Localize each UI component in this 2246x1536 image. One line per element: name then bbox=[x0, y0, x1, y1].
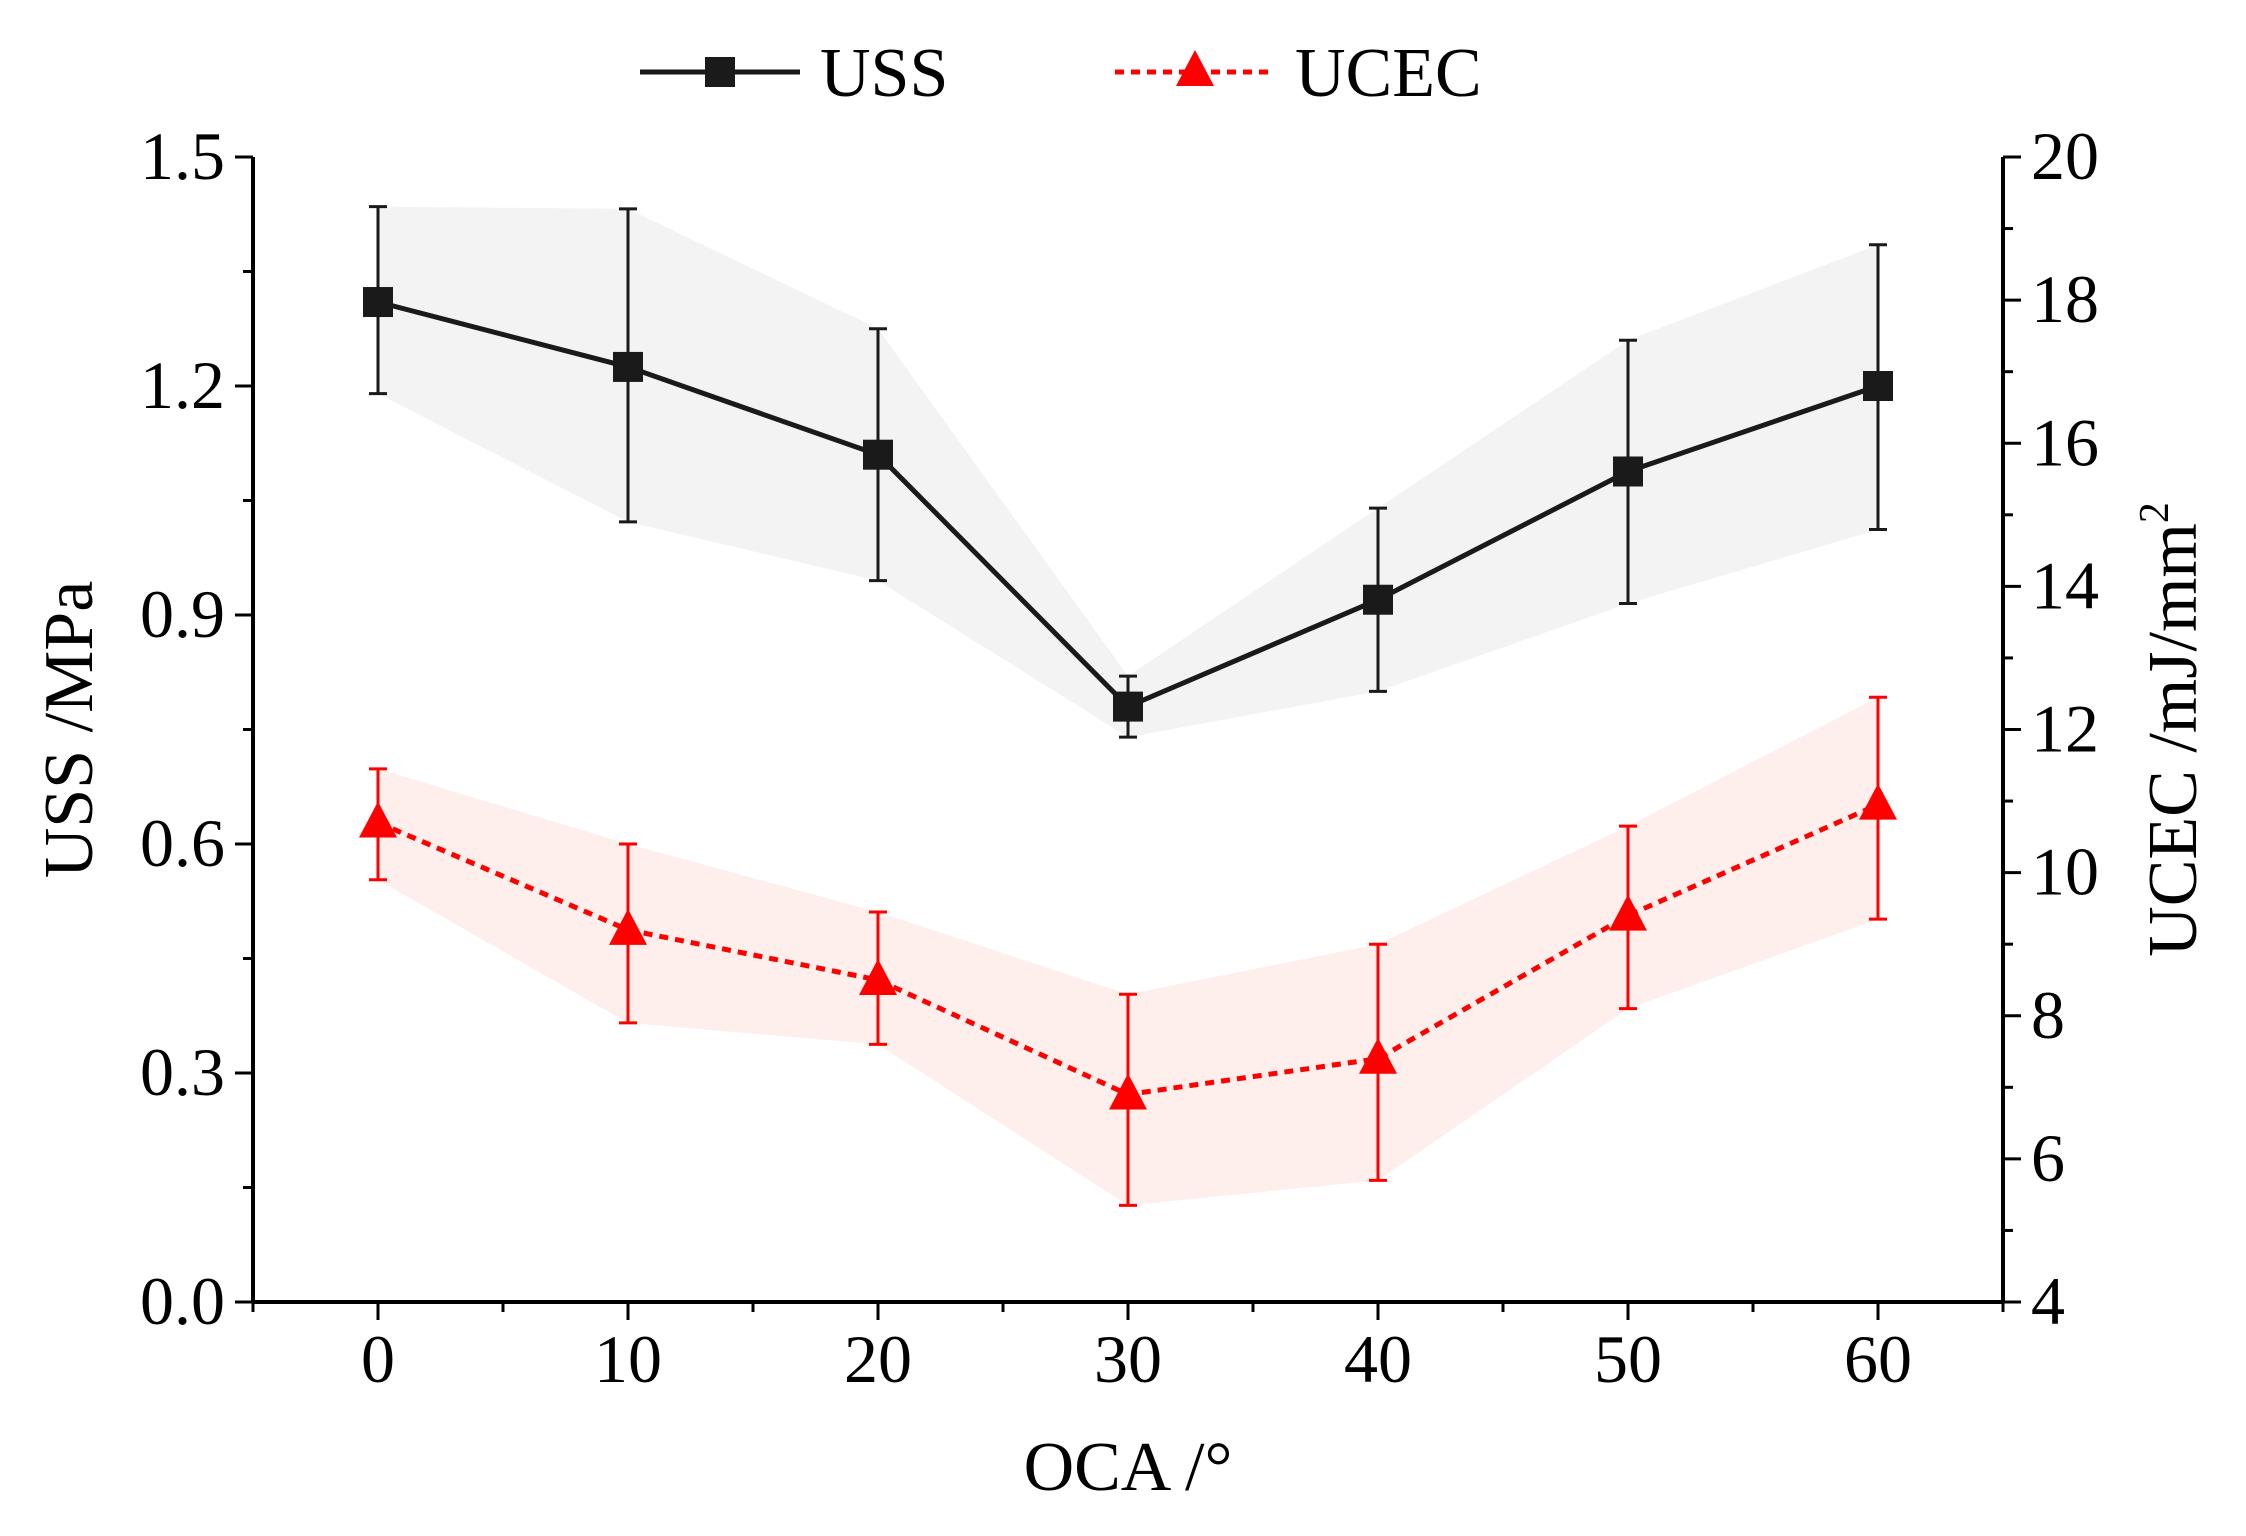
y2-tick-label: 10 bbox=[2031, 834, 2099, 910]
ucec-point bbox=[1359, 1037, 1397, 1074]
legend-uss-label: USS bbox=[820, 35, 948, 112]
y-tick-label: 0.6 bbox=[140, 805, 225, 881]
ucec-point bbox=[859, 958, 897, 995]
ucec-point bbox=[609, 908, 647, 945]
y-tick-label: 0.3 bbox=[140, 1034, 225, 1110]
uss-point bbox=[1113, 691, 1143, 722]
uss-point bbox=[1363, 584, 1393, 615]
y2-axis-title-text: UCEC /mJ/mm bbox=[2135, 523, 2212, 957]
x-tick-label: 40 bbox=[1344, 1321, 1412, 1397]
y2-tick-label: 14 bbox=[2031, 547, 2099, 623]
uss-point bbox=[1863, 371, 1893, 401]
y-tick-label: 1.5 bbox=[140, 118, 225, 194]
y2-axis-title-superscript: 2 bbox=[2132, 502, 2178, 523]
tick-labels: 0 10 20 30 40 50 60 0.0 0.3 0.6 0.9 1.2 1.5 4 6 8 10 12 14… bbox=[140, 118, 2099, 1397]
x-tick-label: 20 bbox=[844, 1321, 912, 1397]
y-tick-label: 0.0 bbox=[140, 1263, 225, 1339]
ucec-error-band bbox=[378, 697, 1878, 1206]
y-tick-label: 1.2 bbox=[140, 347, 225, 423]
y2-tick-label: 18 bbox=[2031, 261, 2099, 337]
x-tick-label: 0 bbox=[361, 1321, 395, 1397]
x-tick-label: 50 bbox=[1594, 1321, 1662, 1397]
legend-uss-marker bbox=[705, 57, 735, 87]
uss-error-band bbox=[378, 206, 1878, 738]
ucec-point bbox=[1609, 894, 1647, 931]
ucec-point bbox=[1109, 1073, 1147, 1110]
uss-point bbox=[863, 439, 893, 470]
y2-tick-label: 8 bbox=[2031, 977, 2065, 1053]
y2-tick-label: 6 bbox=[2031, 1120, 2065, 1196]
uss-point bbox=[1613, 456, 1643, 487]
uss-point bbox=[613, 351, 643, 382]
series-markers bbox=[359, 287, 1897, 1110]
ucec-point bbox=[1859, 783, 1897, 820]
x-tick-label: 60 bbox=[1844, 1321, 1912, 1397]
y2-tick-label: 12 bbox=[2031, 691, 2099, 767]
uss-point bbox=[363, 287, 393, 318]
x-tick-label: 30 bbox=[1094, 1321, 1162, 1397]
error-bands bbox=[378, 206, 1878, 1206]
y2-tick-label: 20 bbox=[2031, 118, 2099, 194]
legend-ucec-marker bbox=[1176, 50, 1214, 86]
legend-ucec-label: UCEC bbox=[1295, 35, 1482, 112]
x-axis-title: OCA /° bbox=[1024, 1429, 1233, 1506]
y-axis-title: USS /MPa bbox=[31, 581, 108, 879]
y2-axis-title: UCEC /mJ/mm2 bbox=[2132, 502, 2212, 957]
ucec-point bbox=[359, 801, 397, 838]
legend: USS UCEC bbox=[640, 35, 1482, 112]
y2-tick-label: 4 bbox=[2031, 1263, 2065, 1339]
x-tick-label: 10 bbox=[594, 1321, 662, 1397]
y-tick-label: 0.9 bbox=[140, 576, 225, 652]
y2-tick-label: 16 bbox=[2031, 404, 2099, 480]
axes bbox=[235, 155, 2021, 1320]
